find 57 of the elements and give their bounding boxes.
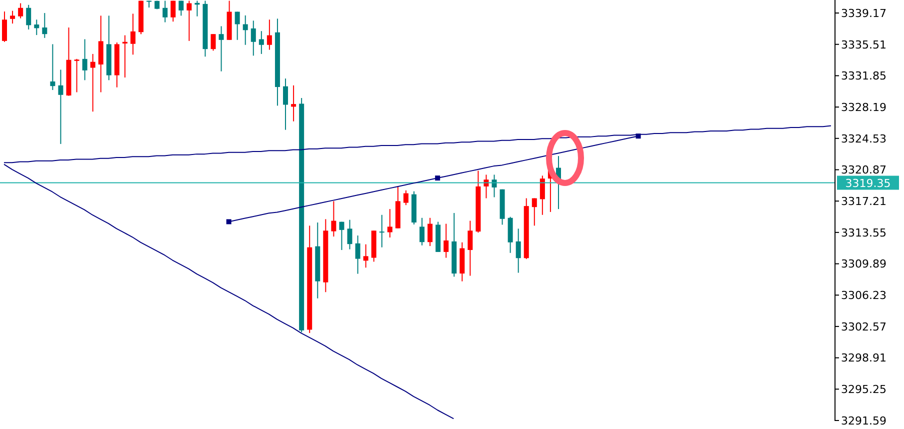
y-tick-label: 3291.59	[841, 414, 886, 428]
y-tick-label: 3317.21	[841, 194, 886, 208]
candlestick	[428, 217, 433, 247]
candlestick	[242, 14, 248, 46]
candlestick	[250, 20, 256, 56]
candlestick	[210, 34, 216, 52]
candlestick	[532, 198, 537, 226]
candlestick	[18, 2, 24, 19]
candlestick	[283, 78, 288, 130]
candlestick	[540, 175, 545, 216]
candlestick	[339, 221, 344, 250]
candlestick	[218, 26, 224, 72]
candlestick	[42, 12, 48, 38]
candlestick	[178, 0, 184, 16]
y-tick-label: 3313.55	[841, 226, 886, 240]
candlestick	[403, 190, 408, 206]
candlestick	[74, 58, 80, 93]
candlestick	[50, 44, 56, 91]
candlestick	[98, 15, 104, 93]
candlestick	[170, 0, 176, 22]
candlestick	[10, 10, 16, 24]
candlestick	[347, 219, 352, 250]
candlestick	[122, 34, 128, 78]
candlestick	[234, 11, 240, 40]
y-tick-label: 3328.19	[841, 100, 886, 114]
y-tick-label: 3320.87	[841, 164, 886, 177]
y-tick-label: 3339.17	[841, 6, 886, 20]
candlestick	[2, 10, 7, 42]
candlestick	[291, 84, 296, 122]
candlestick	[444, 223, 449, 258]
candlestick	[34, 19, 40, 36]
candlestick	[266, 19, 272, 50]
candlestick	[130, 13, 136, 56]
candlestick	[82, 38, 88, 81]
y-tick-label: 3306.23	[841, 289, 886, 302]
candlestick	[90, 53, 96, 112]
candlestick	[468, 220, 473, 276]
candlestick	[331, 200, 336, 238]
y-tick-label: 3309.89	[841, 258, 886, 271]
candlestick	[162, 0, 168, 23]
candlestick	[186, 0, 192, 42]
candlestick	[363, 244, 368, 268]
candlestick	[379, 214, 384, 248]
candlestick	[58, 69, 64, 144]
candlestick	[26, 4, 32, 30]
candlestick	[258, 30, 264, 54]
y-tick-label: 3331.85	[841, 70, 886, 83]
y-tick-label: 3324.53	[841, 132, 886, 146]
y-tick-label: 3335.51	[841, 38, 886, 52]
y-tick-label: 3298.91	[841, 352, 886, 365]
candlestick	[355, 235, 360, 274]
y-tick-label: 3295.25	[841, 383, 886, 396]
candlestick	[387, 208, 392, 238]
y-tick-label: 3302.57	[841, 320, 886, 334]
ref-line-label: 3319.35	[845, 176, 891, 190]
candlestick	[516, 228, 521, 274]
candlestick	[420, 217, 424, 246]
